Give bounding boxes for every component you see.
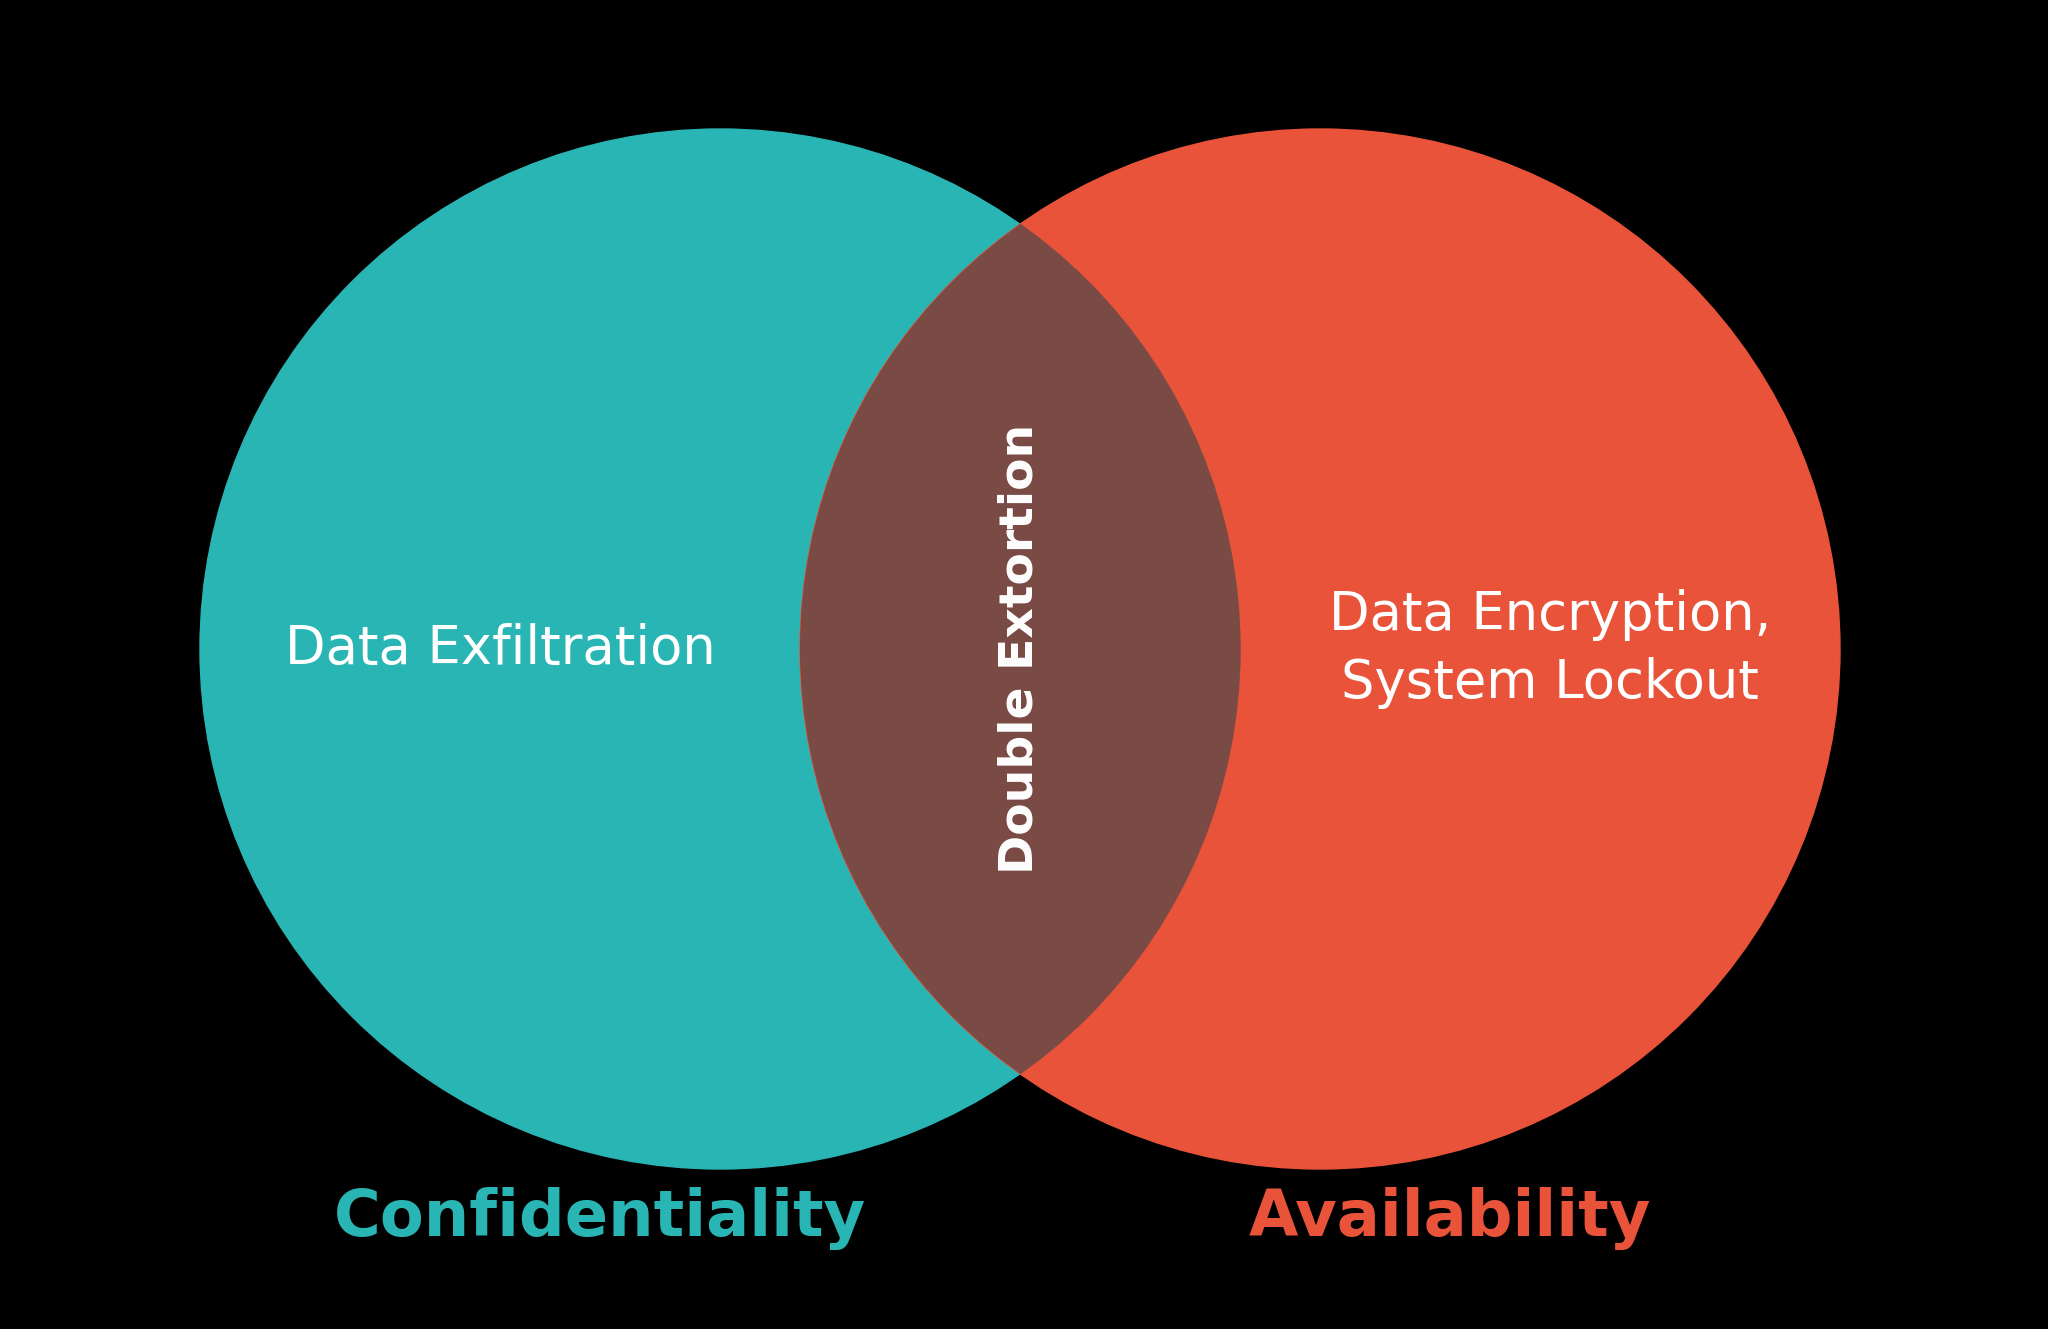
Text: Availability: Availability	[1249, 1188, 1651, 1251]
Text: Data Exfiltration: Data Exfiltration	[285, 623, 715, 675]
Text: Confidentiality: Confidentiality	[334, 1188, 866, 1251]
Text: Double Extortion: Double Extortion	[997, 424, 1042, 874]
Circle shape	[801, 129, 1839, 1170]
Circle shape	[201, 129, 1239, 1170]
Circle shape	[201, 129, 1239, 1170]
Text: Data Encryption,
System Lockout: Data Encryption, System Lockout	[1329, 589, 1772, 710]
